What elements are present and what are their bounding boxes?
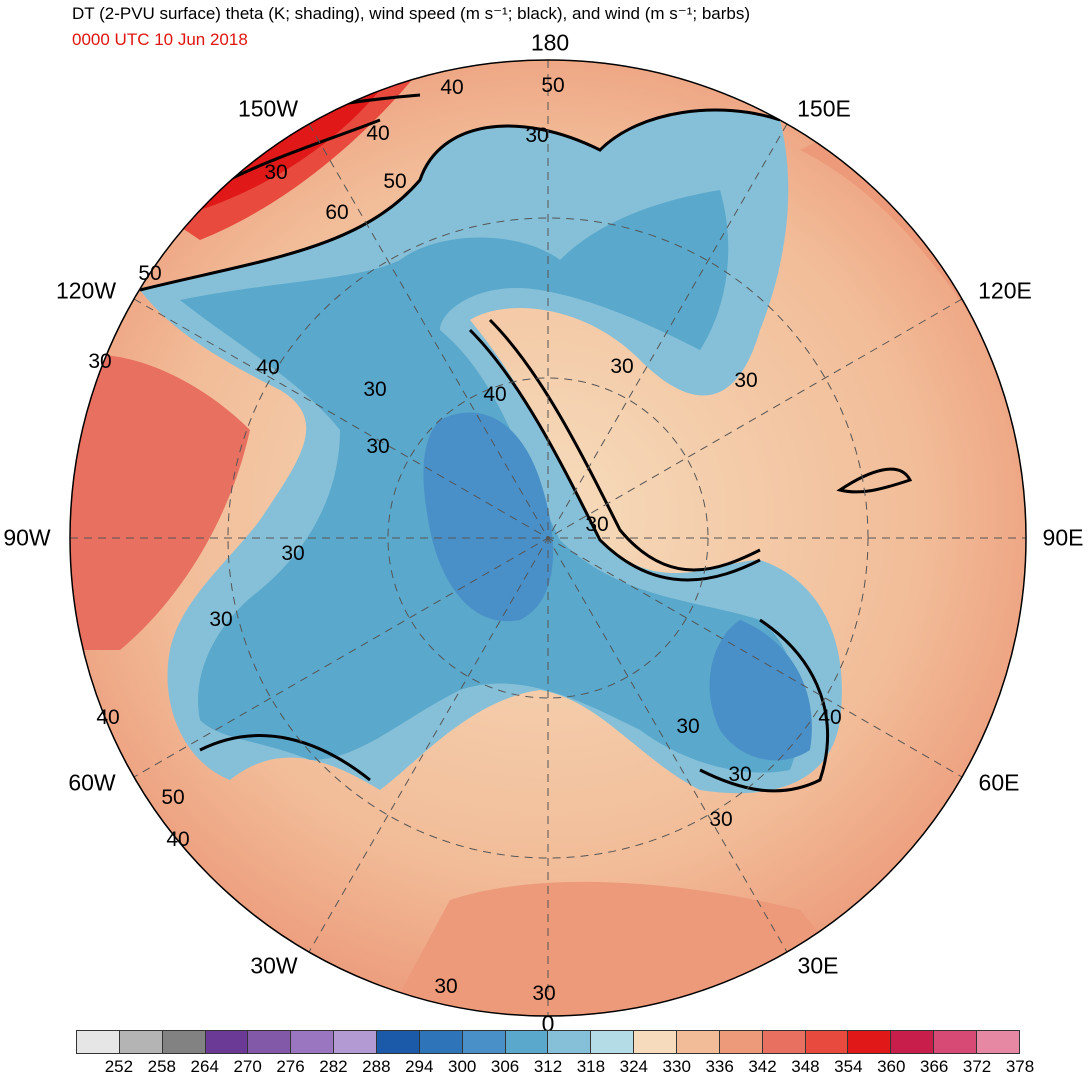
contour-label: 50 xyxy=(161,786,185,809)
contour-label: 30 xyxy=(585,513,609,536)
colorbar-tick-label: 348 xyxy=(791,1057,820,1076)
contour-label: 30 xyxy=(88,350,112,373)
lon-label-150e: 150E xyxy=(797,95,851,122)
lon-label-150w: 150W xyxy=(237,95,299,122)
contour-label: 30 xyxy=(676,715,700,738)
colorbar xyxy=(76,1030,1020,1054)
colorbar-tick-label: 378 xyxy=(1005,1057,1035,1076)
lon-label-120e: 120E xyxy=(978,277,1032,304)
contour-label: 40 xyxy=(256,356,280,379)
contour-label: 30 xyxy=(728,763,752,786)
colorbar-swatch xyxy=(677,1031,720,1053)
contour-label: 40 xyxy=(166,828,190,851)
contour-label: 30 xyxy=(610,355,634,378)
colorbar-swatch xyxy=(805,1031,849,1053)
contour-label: 30 xyxy=(209,608,233,631)
colorbar-swatch xyxy=(634,1031,678,1053)
valid-time: 0000 UTC 10 Jun 2018 xyxy=(72,30,248,49)
colorbar-swatch xyxy=(891,1031,935,1053)
contour-label: 30 xyxy=(366,435,390,458)
colorbar-tick-label: 360 xyxy=(877,1057,906,1076)
hot-region-west xyxy=(70,354,250,650)
colorbar-tick-label: 336 xyxy=(705,1057,734,1076)
colorbar-tick-label: 372 xyxy=(962,1057,992,1076)
colorbar-tick-label: 312 xyxy=(533,1057,563,1076)
cold-core-east xyxy=(709,620,812,761)
colorbar-tick-label: 288 xyxy=(362,1057,391,1076)
contour-label: 50 xyxy=(138,262,162,285)
colorbar-swatch xyxy=(205,1031,249,1053)
contour-label: 40 xyxy=(818,706,842,729)
lon-label-30e: 30E xyxy=(797,952,839,979)
colorbar-swatch xyxy=(934,1031,978,1053)
colorbar-swatch xyxy=(719,1031,763,1053)
hottest-region xyxy=(190,90,380,210)
colorbar-tick-label: 366 xyxy=(919,1057,949,1076)
polar-map: 180 150E 120E 90E 60E 30E 0 30W 60W 90W … xyxy=(3,29,1084,1037)
coldest-core xyxy=(423,412,554,622)
colorbar-tick-label: 354 xyxy=(834,1057,863,1076)
contour-label: 30 xyxy=(363,378,387,401)
contour-label: 40 xyxy=(366,122,390,145)
colorbar-swatch xyxy=(291,1031,335,1053)
contour-label: 30 xyxy=(281,542,305,565)
lon-label-120w: 120W xyxy=(55,277,117,304)
colorbar-tick-label: 264 xyxy=(190,1057,219,1076)
colorbar-tick-label: 282 xyxy=(319,1057,348,1076)
chart-title: DT (2-PVU surface) theta (K; shading), w… xyxy=(72,4,751,23)
contour-label: 30 xyxy=(434,975,458,998)
graticule xyxy=(70,60,1026,1016)
colorbar-swatch xyxy=(119,1031,163,1053)
colorbar-swatch xyxy=(377,1031,420,1053)
colorbar-tick-label: 324 xyxy=(619,1057,648,1076)
contour-label: 50 xyxy=(541,74,565,97)
colorbar-swatch xyxy=(548,1031,592,1053)
contour-label: 30 xyxy=(264,161,288,184)
contour-label: 40 xyxy=(96,706,120,729)
colorbar-swatch xyxy=(248,1031,292,1053)
contour-label: 30 xyxy=(525,124,549,147)
contour-label: 60 xyxy=(325,201,349,224)
contour-label: 40 xyxy=(440,76,464,99)
colorbar-swatch xyxy=(977,1031,1019,1053)
colorbar-tick-label: 252 xyxy=(104,1057,134,1076)
colorbar-swatch xyxy=(77,1031,120,1053)
map-svg xyxy=(69,59,1027,1017)
colorbar-tick-label: 330 xyxy=(662,1057,691,1076)
colorbar-swatch xyxy=(162,1031,206,1053)
contour-label: 40 xyxy=(483,383,507,406)
colorbar-swatch xyxy=(762,1031,806,1053)
colorbar-swatch xyxy=(419,1031,463,1053)
colorbar-tick-label: 276 xyxy=(276,1057,305,1076)
colorbar-swatch xyxy=(334,1031,378,1053)
contour-label: 30 xyxy=(734,369,758,392)
colorbar-swatch xyxy=(848,1031,892,1053)
colorbar-tick-label: 270 xyxy=(233,1057,262,1076)
lon-label-30w: 30W xyxy=(250,952,298,979)
lon-label-60w: 60W xyxy=(68,769,116,796)
colorbar-swatch xyxy=(505,1031,549,1053)
lon-label-90e: 90E xyxy=(1042,524,1084,551)
lon-label-180: 180 xyxy=(530,29,570,56)
contour-label: 30 xyxy=(532,982,556,1005)
colorbar-tick-label: 300 xyxy=(447,1057,477,1076)
colorbar-tick-label: 294 xyxy=(405,1057,434,1076)
colorbar-swatch xyxy=(462,1031,506,1053)
contour-label: 30 xyxy=(709,808,733,831)
contour-label: 50 xyxy=(383,170,407,193)
map-boundary xyxy=(69,59,1027,1017)
colorbar-tick-label: 306 xyxy=(490,1057,520,1076)
colorbar-tick-label: 258 xyxy=(147,1057,176,1076)
colorbar-tick-label: 342 xyxy=(748,1057,777,1076)
lon-label-90w: 90W xyxy=(3,524,51,551)
lon-label-60e: 60E xyxy=(978,769,1020,796)
colorbar-tick-label: 318 xyxy=(576,1057,606,1076)
colorbar-swatch xyxy=(591,1031,635,1053)
